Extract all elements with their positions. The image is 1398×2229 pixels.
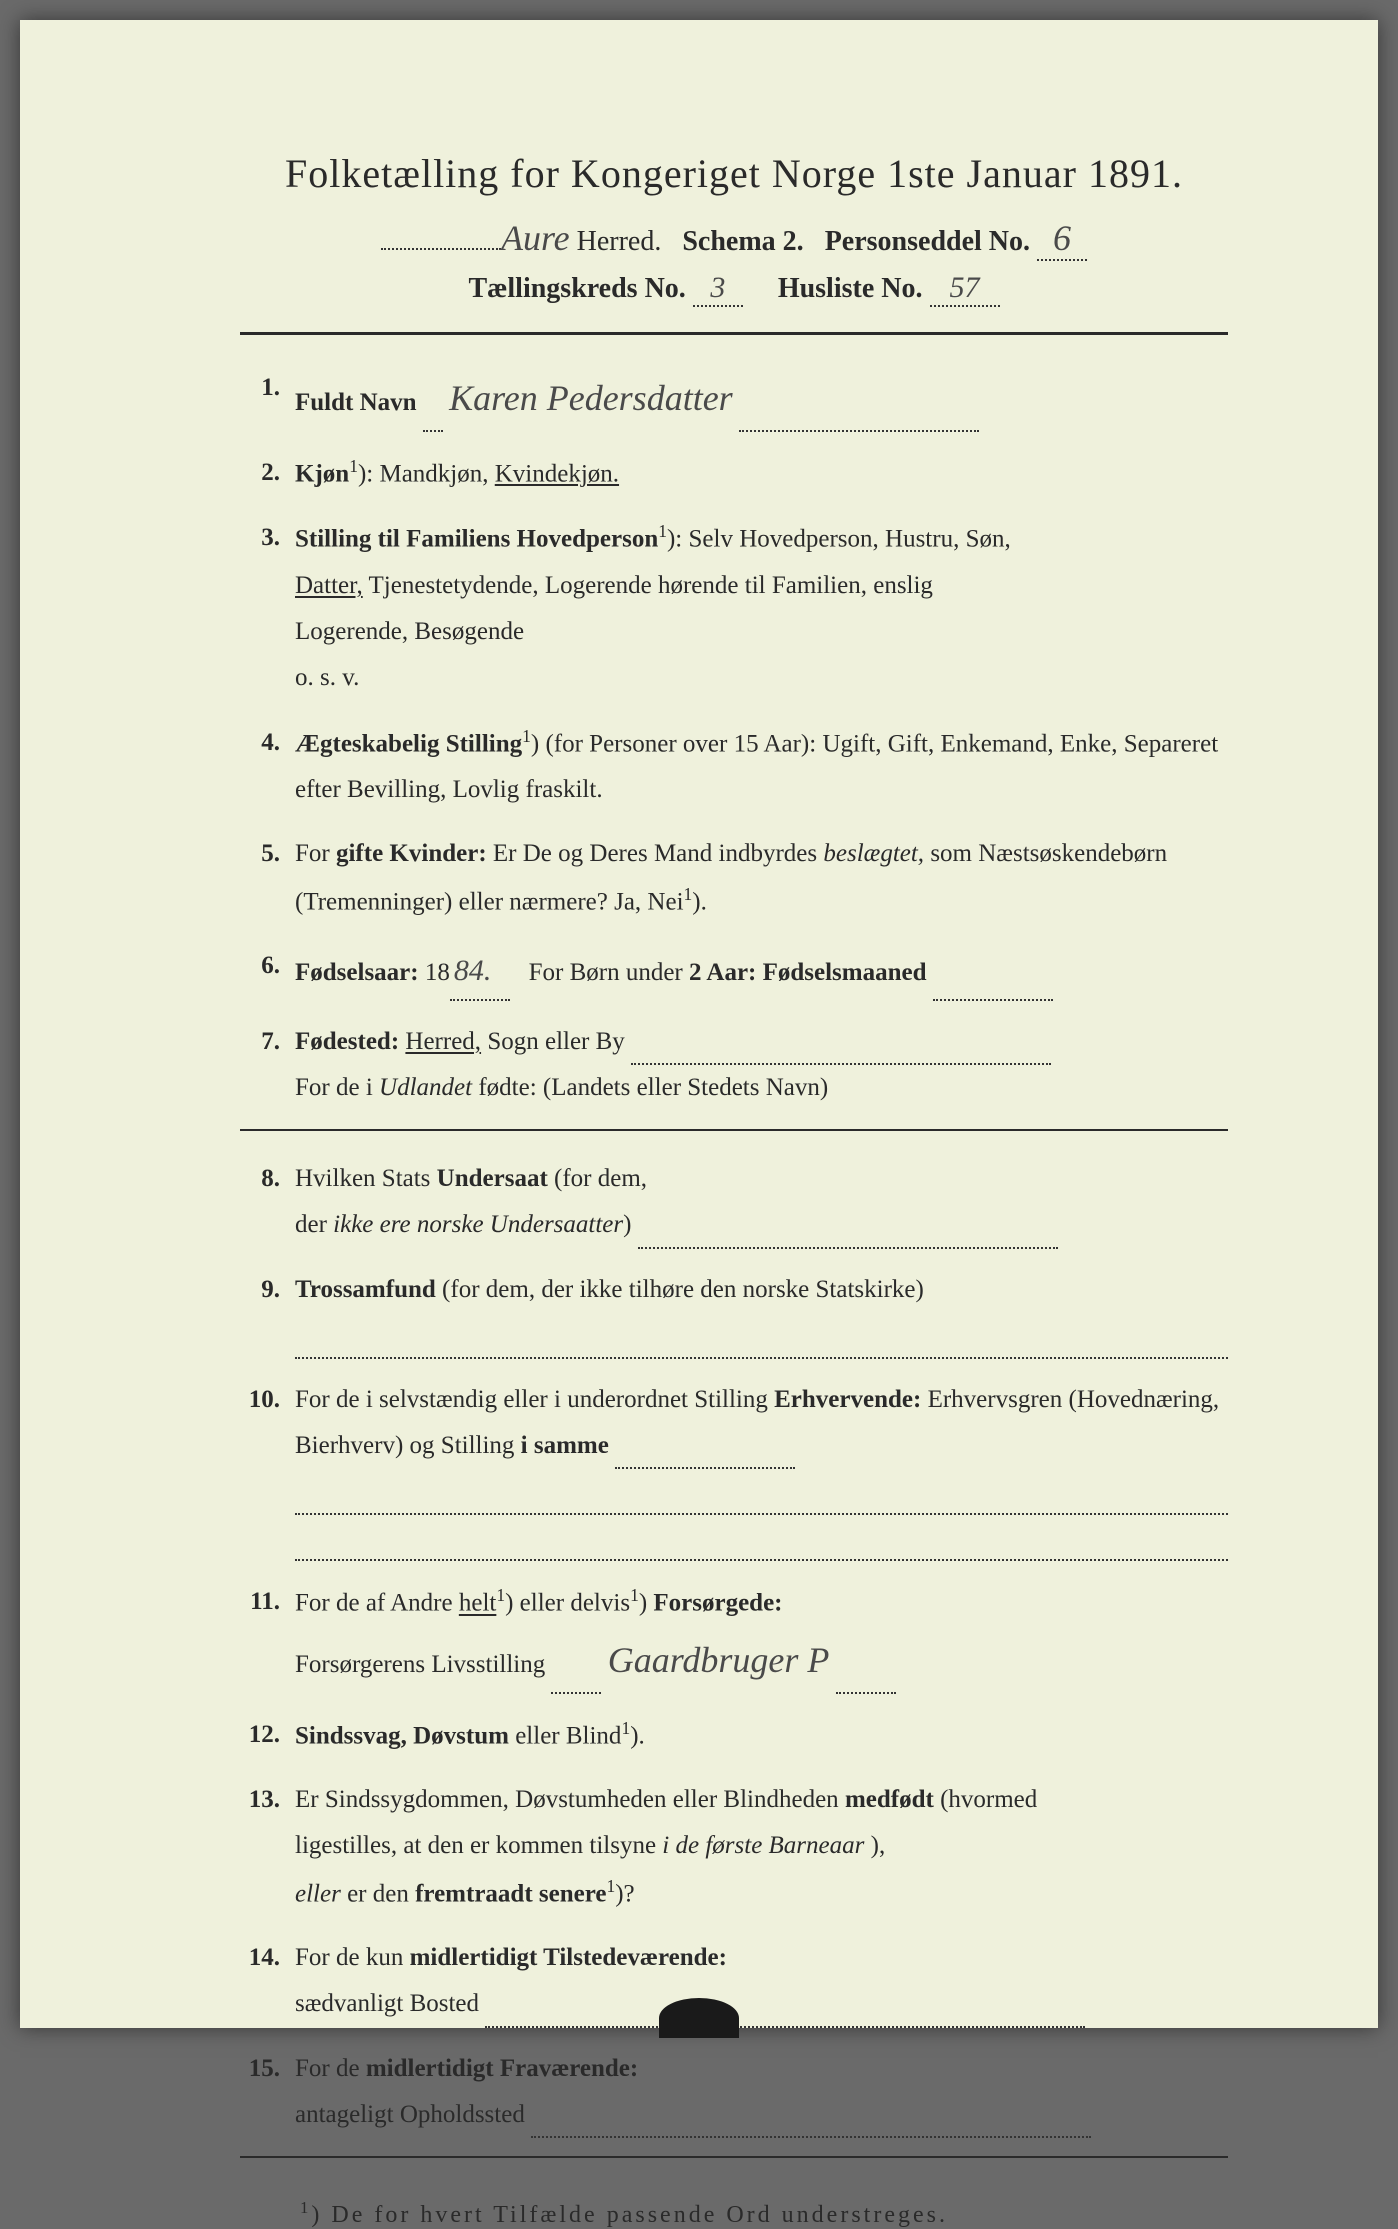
item-5: 5. For gifte Kvinder: Er De og Deres Man… [240, 831, 1228, 925]
item-2: 2. Kjøn1): Mandkjøn, Kvindekjøn. [240, 450, 1228, 498]
footnote: 1) De for hvert Tilfælde passende Ord un… [240, 2198, 1228, 2229]
label-stilling: Stilling til Familiens Hovedperson [295, 526, 658, 553]
item-11: 11. For de af Andre helt1) eller delvis1… [240, 1579, 1228, 1693]
label-fodested: Fødested: [295, 1028, 399, 1055]
census-form-page: Folketælling for Kongeriget Norge 1ste J… [20, 20, 1378, 2028]
item-4: 4. Ægteskabelig Stilling1) (for Personer… [240, 720, 1228, 814]
label-fodselsaar: Fødselsaar: [295, 959, 419, 986]
selected-herred: Herred, [405, 1028, 481, 1055]
husliste-no: 57 [930, 271, 1000, 307]
header-line-2: Tællingskreds No. 3 Husliste No. 57 [240, 271, 1228, 307]
schema-label: Schema 2. [682, 226, 803, 257]
value-year: 84. [450, 943, 510, 1001]
form-title: Folketælling for Kongeriget Norge 1ste J… [240, 150, 1228, 197]
header-line-1: Aure Herred. Schema 2. Personseddel No. … [240, 217, 1228, 261]
kreds-no: 3 [693, 271, 743, 307]
item-7: 7. Fødested: Herred, Sogn eller By For d… [240, 1019, 1228, 1112]
kreds-label: Tællingskreds No. [468, 273, 685, 304]
item-12: 12. Sindssvag, Døvstum eller Blind1). [240, 1712, 1228, 1760]
label-kjon: Kjøn [295, 460, 349, 487]
item-9: 9. Trossamfund (for dem, der ikke tilhør… [240, 1267, 1228, 1359]
divider-bottom [240, 2156, 1228, 2158]
selected-datter: Datter, [295, 572, 363, 599]
page-tear [659, 1998, 739, 2038]
item-1: 1. Fuldt Navn Karen Pedersdatter [240, 365, 1228, 432]
personseddel-label: Personseddel No. [825, 226, 1030, 257]
divider-mid1 [240, 1129, 1228, 1131]
item-8: 8. Hvilken Stats Undersaat (for dem, der… [240, 1156, 1228, 1249]
husliste-label: Husliste No. [778, 273, 923, 304]
item-13: 13. Er Sindssygdommen, Døvstumheden elle… [240, 1777, 1228, 1917]
herred-value: Aure [501, 218, 570, 258]
selected-kjon: Kvindekjøn. [495, 460, 619, 487]
item-15: 15. For de midlertidigt Fraværende: anta… [240, 2046, 1228, 2139]
form-items: 1. Fuldt Navn Karen Pedersdatter 2. Kjøn… [240, 365, 1228, 2138]
item-10: 10. For de i selvstændig eller i underor… [240, 1377, 1228, 1562]
divider-top [240, 332, 1228, 335]
label-navn: Fuldt Navn [295, 389, 417, 416]
item-3: 3. Stilling til Familiens Hovedperson1):… [240, 515, 1228, 701]
item-6: 6. Fødselsaar: 1884. For Børn under 2 Aa… [240, 943, 1228, 1001]
value-navn: Karen Pedersdatter [449, 378, 733, 418]
herred-label: Herred. [577, 226, 662, 257]
value-forsorger: Gaardbruger P [608, 1640, 830, 1680]
personseddel-no: 6 [1037, 217, 1087, 261]
label-aegte: Ægteskabelig Stilling [295, 730, 522, 757]
